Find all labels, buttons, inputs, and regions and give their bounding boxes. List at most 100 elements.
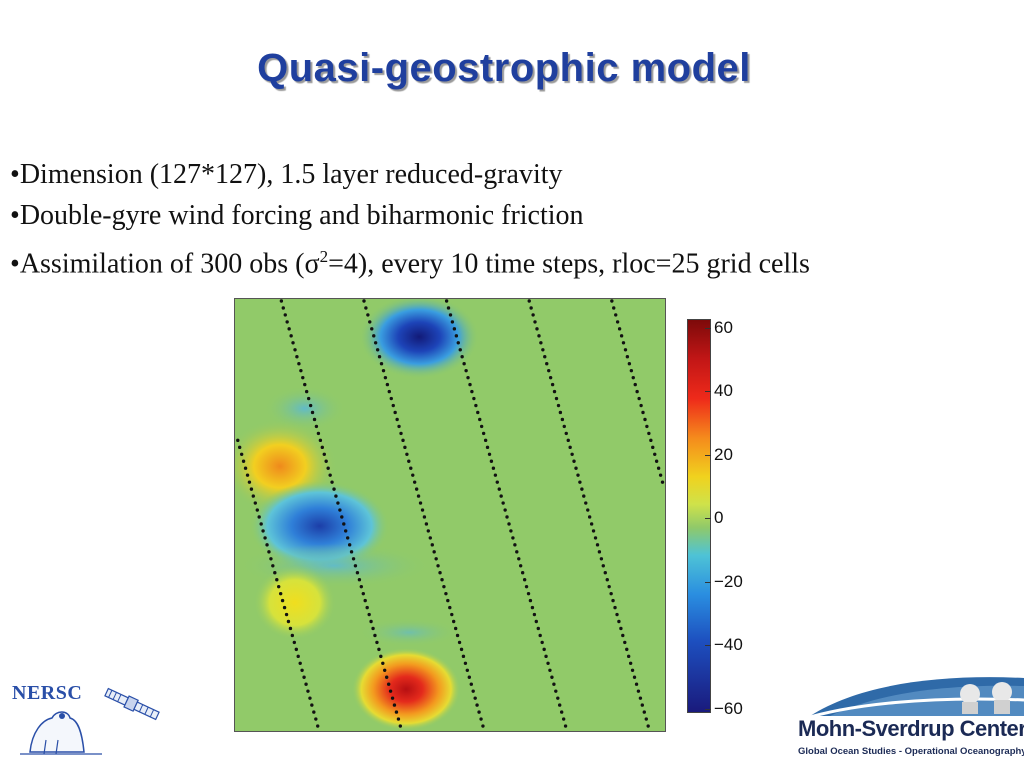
observation-point xyxy=(342,522,346,526)
observation-point xyxy=(617,619,621,624)
observation-point xyxy=(298,661,302,666)
observation-point xyxy=(353,564,358,568)
observation-point xyxy=(623,640,627,645)
observation-point xyxy=(642,710,646,714)
observation-point xyxy=(412,480,417,484)
observation-point xyxy=(336,501,340,505)
observation-point xyxy=(397,424,401,429)
observation-point xyxy=(271,564,275,568)
observation-point xyxy=(603,571,607,575)
observation-point xyxy=(584,501,588,505)
observation-point xyxy=(249,487,254,491)
observation-point xyxy=(645,424,649,429)
observation-point xyxy=(558,410,563,415)
observation-point xyxy=(641,410,645,415)
observation-point xyxy=(294,647,299,652)
observation-point xyxy=(296,654,300,659)
observation-point xyxy=(628,661,633,666)
observation-point xyxy=(483,438,488,443)
observation-point xyxy=(597,550,602,554)
observation-point xyxy=(383,375,388,380)
observation-point xyxy=(591,529,596,533)
observation-point xyxy=(637,396,641,401)
observation-point xyxy=(653,452,657,456)
observation-point xyxy=(306,396,311,401)
colorbar-tick-label: 60 xyxy=(714,318,733,337)
observation-point xyxy=(259,522,263,526)
observation-point xyxy=(436,564,440,568)
observation-point xyxy=(241,459,246,463)
observation-point xyxy=(299,368,303,373)
observation-point xyxy=(284,612,289,617)
observation-point xyxy=(409,466,413,470)
observation-point xyxy=(302,675,306,679)
observation-point xyxy=(281,306,285,310)
observation-point xyxy=(636,689,641,693)
observation-point xyxy=(292,640,297,645)
observation-point xyxy=(470,389,474,394)
observation-point xyxy=(529,306,533,310)
observation-point xyxy=(601,564,605,568)
observation-point xyxy=(288,626,293,631)
observation-point xyxy=(454,334,459,338)
observation-point xyxy=(546,661,550,666)
observation-point xyxy=(314,717,318,721)
observation-point xyxy=(301,375,305,380)
observation-point xyxy=(613,605,617,610)
observation-point xyxy=(273,571,277,575)
observation-point xyxy=(505,515,509,519)
observation-point xyxy=(570,452,574,456)
observation-point xyxy=(544,654,548,659)
observation-point xyxy=(479,717,483,721)
observation-point xyxy=(373,633,377,638)
bullet-item: •Double-gyre wind forcing and biharmonic… xyxy=(10,200,584,231)
observation-point xyxy=(267,550,271,554)
observation-point xyxy=(265,543,269,547)
observation-point xyxy=(474,403,478,408)
observation-point xyxy=(627,362,632,366)
observation-point xyxy=(370,327,374,331)
observation-point xyxy=(407,459,411,463)
observation-point xyxy=(587,515,592,519)
observation-point xyxy=(304,389,309,394)
observation-point xyxy=(463,661,468,666)
observation-point xyxy=(660,480,665,484)
observation-point xyxy=(364,306,368,310)
observation-point xyxy=(377,355,382,359)
observation-point xyxy=(532,612,537,617)
observation-point xyxy=(295,355,299,359)
observation-point xyxy=(332,487,336,491)
observation-point xyxy=(527,299,531,303)
observation-point xyxy=(393,410,397,415)
observation-point xyxy=(316,431,321,436)
observation-point xyxy=(237,445,242,450)
observation-point xyxy=(375,348,380,352)
observation-point xyxy=(528,598,533,603)
observation-point xyxy=(405,452,409,456)
observation-point xyxy=(366,313,370,317)
observation-point xyxy=(373,341,378,345)
observation-point xyxy=(304,682,308,686)
observation-point xyxy=(495,480,499,484)
observation-point xyxy=(289,334,293,338)
observation-point xyxy=(396,717,401,721)
observation-point xyxy=(535,327,539,331)
observation-point xyxy=(476,410,480,415)
observation-point xyxy=(580,487,584,491)
observation-point xyxy=(345,536,350,540)
observation-point xyxy=(418,501,423,505)
observation-point xyxy=(451,619,456,624)
observation-point xyxy=(576,473,580,477)
observation-point xyxy=(448,313,453,317)
observation-point xyxy=(308,696,312,700)
observation-point xyxy=(469,682,473,686)
colorbar-tick-label: −40 xyxy=(714,635,743,654)
observation-point xyxy=(398,724,403,728)
observation-point xyxy=(440,578,444,582)
observation-point xyxy=(619,334,624,338)
observation-point xyxy=(554,396,559,401)
observation-point xyxy=(379,654,383,659)
observation-point xyxy=(359,584,364,589)
observation-point xyxy=(548,375,553,380)
observation-point xyxy=(282,605,287,610)
